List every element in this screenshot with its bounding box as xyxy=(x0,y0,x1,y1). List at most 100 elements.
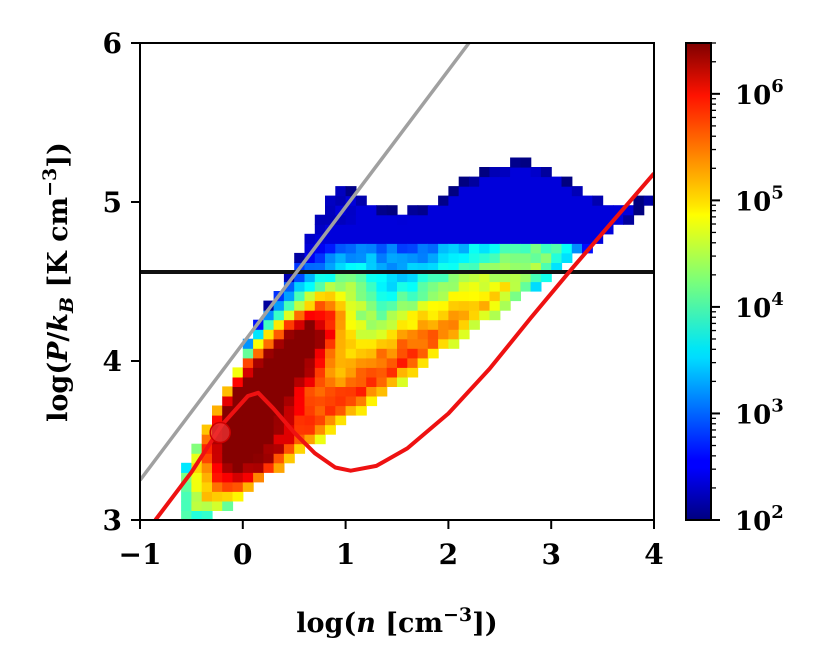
histogram-cell xyxy=(345,386,357,397)
histogram-cell xyxy=(232,453,244,464)
histogram-cell xyxy=(479,243,491,254)
histogram-cell xyxy=(510,262,521,273)
histogram-cell xyxy=(283,310,295,321)
histogram-cell xyxy=(232,367,244,378)
histogram-cell xyxy=(253,338,264,349)
histogram-cell xyxy=(283,386,295,397)
histogram-cell xyxy=(335,291,347,302)
histogram-cell xyxy=(355,386,367,397)
histogram-cell xyxy=(551,224,563,235)
histogram-cell xyxy=(191,500,203,511)
histogram-cell xyxy=(325,205,336,216)
histogram-cell xyxy=(335,396,347,407)
histogram-cell xyxy=(386,281,398,292)
histogram-cell xyxy=(304,272,316,283)
histogram-cell xyxy=(407,300,419,311)
histogram-cell xyxy=(448,319,460,330)
colorbar-tick-label: 104 xyxy=(735,289,784,324)
histogram-cell xyxy=(448,195,460,206)
histogram-cell xyxy=(479,167,491,178)
histogram-cell xyxy=(540,272,552,283)
histogram-cell xyxy=(314,243,326,254)
histogram-cell xyxy=(212,491,223,502)
histogram-cell xyxy=(510,243,521,254)
histogram-cell xyxy=(438,281,449,292)
histogram-cell xyxy=(427,291,439,302)
histogram-cell xyxy=(304,338,316,349)
histogram-cell xyxy=(376,291,388,302)
histogram-cell xyxy=(448,281,460,292)
histogram-cell xyxy=(191,510,203,520)
histogram-cell xyxy=(438,262,449,273)
histogram-cell xyxy=(571,186,583,197)
histogram-cell xyxy=(489,214,501,225)
histogram-cell xyxy=(489,233,501,244)
histogram-cell xyxy=(273,376,285,387)
histogram-cell xyxy=(355,195,367,206)
histogram-cell xyxy=(469,195,480,206)
histogram-cell xyxy=(222,472,234,483)
histogram-cell xyxy=(253,453,264,464)
histogram-cell xyxy=(458,252,470,263)
histogram-cell xyxy=(407,214,419,225)
histogram-cell xyxy=(520,281,532,292)
histogram-cell xyxy=(335,281,347,292)
y-tick-label: 4 xyxy=(103,345,122,378)
histogram-cell xyxy=(325,233,336,244)
histogram-cell xyxy=(345,405,357,416)
histogram-cell xyxy=(571,243,583,254)
histogram-cell xyxy=(499,233,511,244)
histogram-cell xyxy=(489,195,501,206)
histogram-cell xyxy=(397,214,408,225)
histogram-cell xyxy=(427,205,439,216)
histogram-cell xyxy=(417,329,429,340)
histogram-cell xyxy=(304,396,316,407)
histogram-cell xyxy=(263,434,275,445)
histogram-cell xyxy=(469,281,480,292)
histogram-cell xyxy=(582,205,593,216)
histogram-cell xyxy=(571,205,583,216)
histogram-cell xyxy=(510,176,521,187)
histogram-cell xyxy=(283,453,295,464)
histogram-cell xyxy=(561,176,573,187)
histogram-cell xyxy=(386,205,398,216)
histogram-cell xyxy=(304,319,316,330)
histogram-cell xyxy=(201,462,213,473)
histogram-cell xyxy=(263,405,275,416)
histogram-cell xyxy=(232,434,244,445)
histogram-cell xyxy=(294,415,306,426)
histogram-cell xyxy=(376,310,388,321)
histogram-cell xyxy=(479,272,491,283)
histogram-cell xyxy=(561,224,573,235)
histogram-cell xyxy=(417,214,429,225)
histogram-cell xyxy=(499,205,511,216)
histogram-cell xyxy=(283,376,295,387)
histogram-cell xyxy=(263,338,275,349)
histogram-cell xyxy=(489,167,501,178)
histogram-cell xyxy=(242,367,254,378)
histogram-cell xyxy=(212,443,223,454)
histogram-cell xyxy=(427,233,439,244)
histogram-cell xyxy=(397,310,408,321)
histogram-cell xyxy=(479,252,491,263)
colorbar-tick-label: 105 xyxy=(735,182,784,217)
histogram-cell xyxy=(355,319,367,330)
histogram-cell xyxy=(417,205,429,216)
colorbar-ticks: 102 103 104 105 106 xyxy=(711,42,784,537)
histogram-cell xyxy=(345,186,357,197)
histogram-cell xyxy=(499,214,511,225)
histogram-cell xyxy=(510,157,521,168)
histogram-cell xyxy=(489,224,501,235)
histogram-cell xyxy=(325,281,336,292)
histogram-cell xyxy=(345,329,357,340)
histogram-cell xyxy=(232,481,244,492)
histogram-cell xyxy=(499,281,511,292)
histogram-cell xyxy=(540,224,552,235)
histogram-cell xyxy=(273,396,285,407)
histogram-cell xyxy=(458,300,470,311)
histogram-cell xyxy=(294,281,306,292)
histogram-cell xyxy=(325,415,336,426)
histogram-cell xyxy=(448,272,460,283)
histogram-cell xyxy=(376,319,388,330)
histogram-cell xyxy=(335,262,347,273)
